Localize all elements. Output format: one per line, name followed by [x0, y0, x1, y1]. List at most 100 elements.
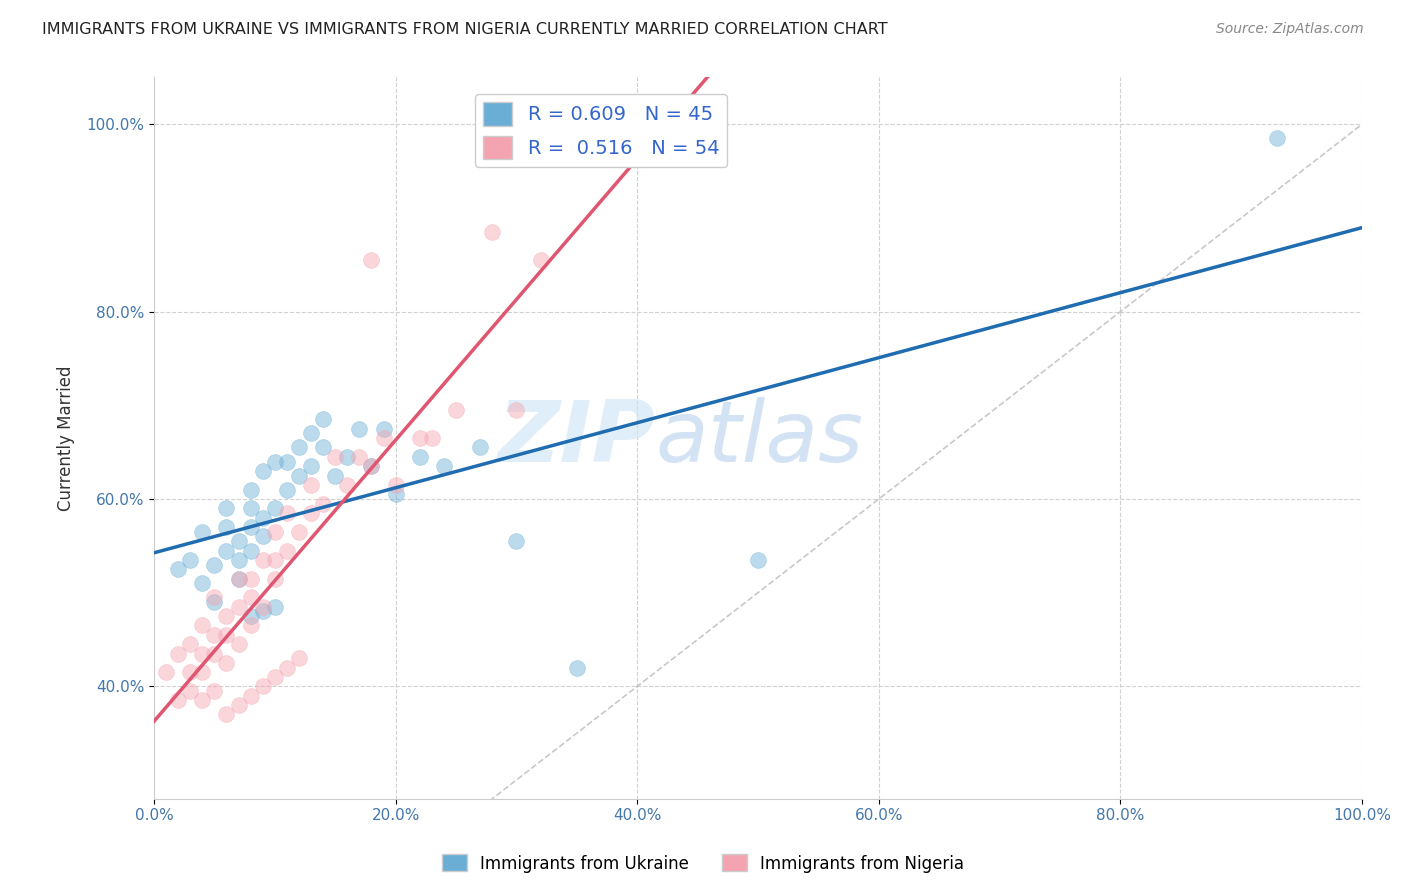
Point — [312, 412, 335, 426]
Point — [263, 670, 285, 684]
Point — [215, 656, 238, 670]
Point — [252, 679, 274, 693]
Point — [252, 529, 274, 543]
Point — [481, 225, 503, 239]
Point — [215, 501, 238, 516]
Point — [373, 431, 395, 445]
Point — [202, 647, 225, 661]
Point — [228, 637, 250, 651]
Point — [349, 450, 371, 464]
Point — [384, 478, 406, 492]
Point — [276, 454, 298, 468]
Point — [167, 693, 190, 707]
Point — [470, 441, 492, 455]
Point — [299, 506, 322, 520]
Point — [202, 558, 225, 572]
Point — [384, 487, 406, 501]
Point — [202, 591, 225, 605]
Point — [228, 572, 250, 586]
Point — [360, 459, 382, 474]
Y-axis label: Currently Married: Currently Married — [58, 366, 75, 511]
Point — [191, 576, 214, 591]
Point — [263, 553, 285, 567]
Point — [288, 524, 311, 539]
Point — [228, 599, 250, 614]
Point — [323, 468, 346, 483]
Point — [323, 450, 346, 464]
Point — [202, 595, 225, 609]
Legend: Immigrants from Ukraine, Immigrants from Nigeria: Immigrants from Ukraine, Immigrants from… — [434, 847, 972, 880]
Point — [276, 483, 298, 497]
Point — [252, 599, 274, 614]
Point — [191, 665, 214, 680]
Point — [252, 604, 274, 618]
Point — [263, 572, 285, 586]
Text: atlas: atlas — [655, 397, 863, 480]
Point — [409, 450, 432, 464]
Point — [239, 609, 262, 624]
Point — [349, 422, 371, 436]
Point — [215, 628, 238, 642]
Point — [167, 647, 190, 661]
Point — [239, 501, 262, 516]
Point — [215, 543, 238, 558]
Point — [239, 520, 262, 534]
Point — [276, 506, 298, 520]
Point — [312, 497, 335, 511]
Point — [299, 478, 322, 492]
Point — [420, 431, 443, 445]
Point — [239, 591, 262, 605]
Point — [444, 403, 467, 417]
Point — [155, 665, 177, 680]
Text: Source: ZipAtlas.com: Source: ZipAtlas.com — [1216, 22, 1364, 37]
Point — [228, 572, 250, 586]
Point — [336, 478, 359, 492]
Point — [191, 524, 214, 539]
Point — [202, 628, 225, 642]
Point — [252, 510, 274, 524]
Point — [336, 450, 359, 464]
Point — [565, 660, 588, 674]
Point — [360, 253, 382, 268]
Point — [179, 665, 201, 680]
Point — [288, 468, 311, 483]
Point — [167, 562, 190, 576]
Text: ZIP: ZIP — [498, 397, 655, 480]
Point — [360, 459, 382, 474]
Point — [1267, 131, 1289, 145]
Point — [263, 599, 285, 614]
Point — [239, 543, 262, 558]
Point — [263, 524, 285, 539]
Point — [179, 553, 201, 567]
Point — [239, 689, 262, 703]
Point — [239, 483, 262, 497]
Point — [276, 543, 298, 558]
Point — [263, 454, 285, 468]
Point — [433, 459, 456, 474]
Point — [215, 609, 238, 624]
Point — [409, 431, 432, 445]
Point — [299, 426, 322, 441]
Point — [228, 698, 250, 712]
Point — [288, 441, 311, 455]
Point — [276, 660, 298, 674]
Point — [191, 647, 214, 661]
Point — [215, 707, 238, 722]
Point — [191, 618, 214, 632]
Point — [228, 534, 250, 549]
Text: IMMIGRANTS FROM UKRAINE VS IMMIGRANTS FROM NIGERIA CURRENTLY MARRIED CORRELATION: IMMIGRANTS FROM UKRAINE VS IMMIGRANTS FR… — [42, 22, 887, 37]
Point — [263, 501, 285, 516]
Point — [252, 464, 274, 478]
Point — [239, 618, 262, 632]
Point — [228, 553, 250, 567]
Point — [288, 651, 311, 665]
Point — [505, 403, 527, 417]
Point — [179, 637, 201, 651]
Point — [312, 441, 335, 455]
Point — [299, 459, 322, 474]
Point — [529, 253, 551, 268]
Point — [239, 572, 262, 586]
Legend: R = 0.609   N = 45, R =  0.516   N = 54: R = 0.609 N = 45, R = 0.516 N = 54 — [475, 95, 727, 167]
Point — [747, 553, 769, 567]
Point — [373, 422, 395, 436]
